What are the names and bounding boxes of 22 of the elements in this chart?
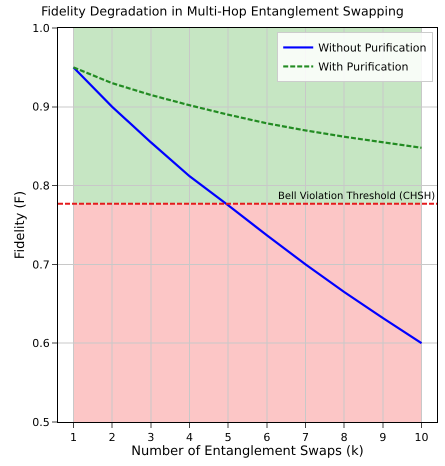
x-tick-label: 2 xyxy=(108,431,116,444)
y-axis-title: Fidelity (F) xyxy=(13,190,28,260)
ref-line-label: Bell Violation Threshold (CHSH) xyxy=(278,191,436,202)
y-tick-label: 0.8 xyxy=(32,179,50,192)
x-tick-label: 4 xyxy=(186,431,193,444)
x-tick-label: 8 xyxy=(340,431,348,444)
y-tick-label: 0.7 xyxy=(32,258,50,272)
x-tick-label: 1 xyxy=(70,431,77,444)
legend-label: Without Purification xyxy=(318,42,427,55)
y-tick-label: 0.9 xyxy=(32,100,50,114)
chart-title: Fidelity Degradation in Multi-Hop Entanglement Swapping xyxy=(41,4,404,19)
legend-label: With Purification xyxy=(318,60,408,74)
y-tick-label: 0.5 xyxy=(32,416,50,429)
x-axis-title: Number of Entanglement Swaps (k) xyxy=(131,444,364,460)
x-tick-label: 7 xyxy=(302,431,310,444)
y-tick-label: 0.6 xyxy=(32,337,50,350)
x-tick-label: 3 xyxy=(147,431,154,444)
x-tick-label: 5 xyxy=(224,431,232,444)
y-tick-label: 1.0 xyxy=(32,22,50,35)
x-tick-label: 9 xyxy=(379,431,386,444)
x-tick-label: 6 xyxy=(263,431,270,444)
x-tick-label: 10 xyxy=(414,431,429,444)
